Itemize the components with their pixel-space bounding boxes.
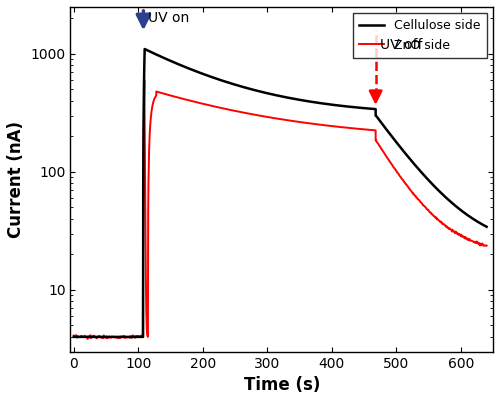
Cellulose side [248, 87, 254, 92]
Cellulose side [142, 47, 148, 51]
Cellulose side [259, 89, 265, 94]
Legend: Cellulose side, ZnO side: Cellulose side, ZnO side [353, 13, 487, 58]
Cellulose side [292, 97, 298, 101]
ZnO side [84, 335, 90, 340]
Text: UV on: UV on [148, 11, 189, 25]
Line: Cellulose side: Cellulose side [74, 49, 486, 337]
ZnO side [288, 118, 294, 123]
X-axis label: Time (s): Time (s) [244, 376, 320, 394]
ZnO side [458, 234, 464, 239]
Cellulose side [96, 334, 102, 339]
Line: ZnO side: ZnO side [74, 80, 486, 339]
ZnO side [414, 195, 420, 200]
ZnO side [484, 243, 490, 248]
ZnO side [446, 226, 452, 231]
ZnO side [70, 333, 76, 338]
Cellulose side [148, 50, 154, 55]
ZnO side [84, 336, 90, 341]
Cellulose side [70, 334, 76, 339]
Text: UV off: UV off [380, 38, 422, 52]
Cellulose side [479, 222, 485, 227]
Cellulose side [484, 224, 490, 229]
ZnO side [142, 78, 148, 83]
Y-axis label: Current (nA): Current (nA) [7, 121, 25, 238]
ZnO side [406, 185, 411, 190]
